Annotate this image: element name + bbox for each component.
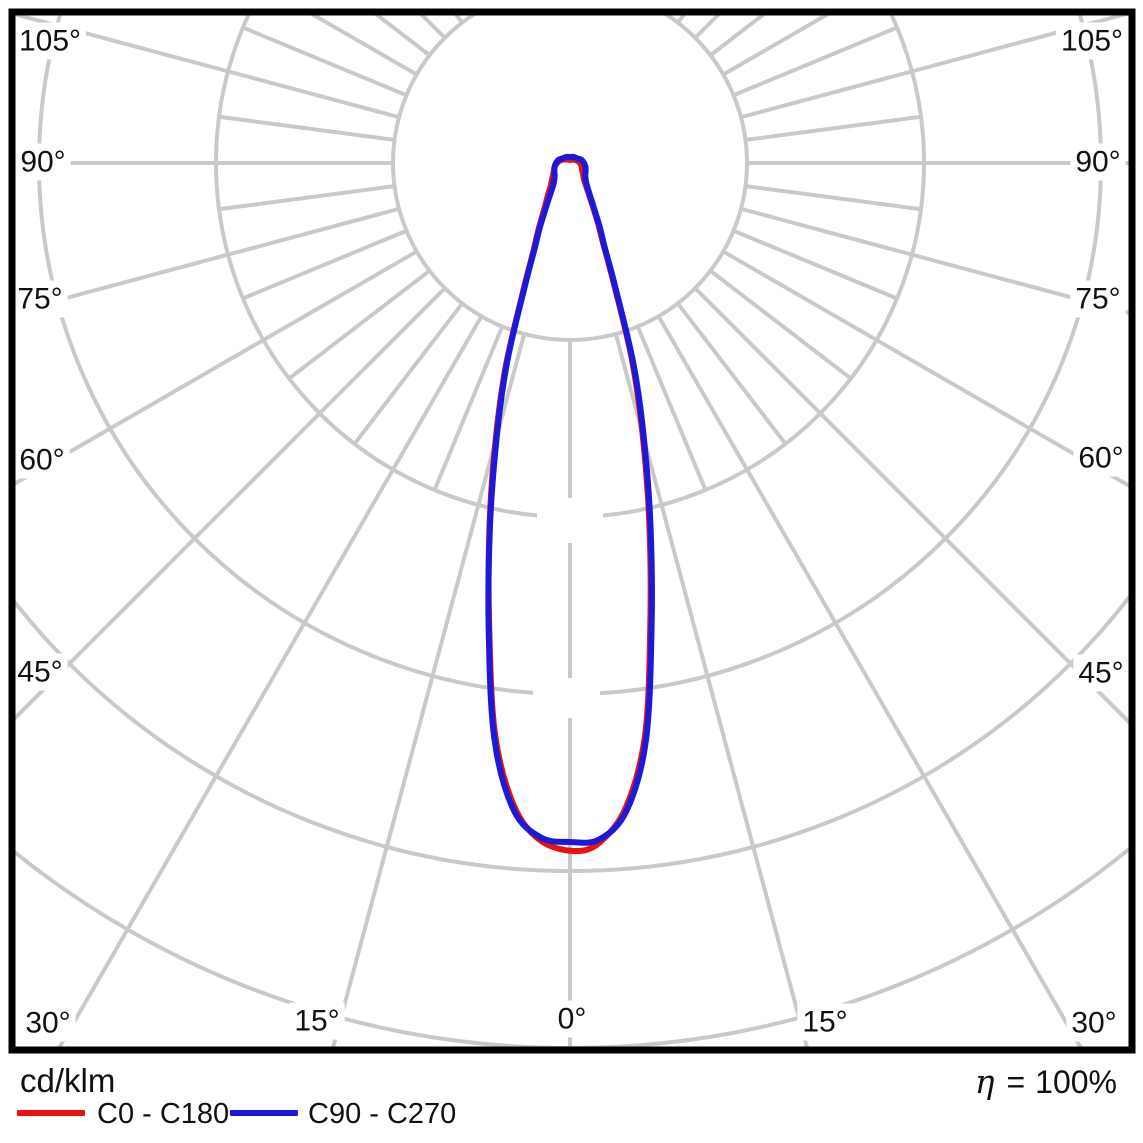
angle-label-bg-7 (1070, 280, 1126, 318)
blank-ring-value-box-0 (537, 498, 603, 543)
legend-swatch-c0 (17, 1110, 85, 1116)
grid-spoke-major-30 (656, 315, 1083, 1048)
angle-label-bg-11 (289, 1002, 345, 1040)
angle-label-bg-3 (15, 441, 70, 479)
angle-label-1: 90° (20, 146, 65, 179)
grid-spoke-minor-247.5 (242, 25, 408, 98)
angle-label-bg-2 (15, 280, 68, 318)
legend-swatch-c90 (230, 1110, 298, 1116)
angle-label-14: 30° (1071, 1007, 1116, 1040)
grid-ring-1 (391, 15, 749, 342)
angle-label-0: 105° (19, 25, 81, 58)
angle-label-bg-12 (552, 1000, 592, 1038)
grid-spoke-minor-232.5 (374, 15, 431, 57)
grid-spoke-major-285 (15, 206, 400, 314)
angle-label-2: 75° (17, 283, 62, 316)
angle-label-7: 75° (1075, 283, 1120, 316)
grid-spoke-major-150 (659, 0, 1143, 10)
angle-label-12: 0° (558, 1003, 587, 1036)
grid-spoke-minor-307.5 (287, 269, 431, 381)
eta-symbol: η (974, 1062, 995, 1101)
grid-spoke-major-75 (740, 206, 1129, 315)
legend-label-c90: C90 - C270 (308, 1098, 457, 1130)
blank-ring-value-box-1 (533, 678, 600, 718)
grid-spoke-major-60 (722, 249, 1129, 488)
angle-label-11: 15° (294, 1005, 339, 1038)
angle-label-3: 60° (19, 444, 64, 477)
grid-spoke-minor-277.5 (218, 184, 395, 212)
angle-label-bg-0 (15, 22, 87, 60)
angle-label-9: 45° (1078, 657, 1123, 690)
angle-label-6: 90° (1075, 146, 1120, 179)
units-label: cd/klm (20, 1062, 116, 1099)
grid-spoke-minor-37.5 (676, 302, 788, 446)
angle-label-13: 15° (802, 1006, 847, 1039)
angle-label-4: 45° (17, 656, 62, 689)
grid-spoke-major-315 (15, 286, 447, 721)
angle-label-bg-8 (1073, 439, 1129, 477)
grid-spoke-minor-112.5 (732, 25, 898, 98)
grid-spoke-minor-262.5 (218, 114, 395, 142)
grid-spoke-major-255 (15, 15, 400, 120)
angle-label-10: 30° (25, 1007, 70, 1040)
efficiency-value: η = 100% (917, 1062, 1117, 1101)
grid-spoke-minor-67.5 (732, 228, 898, 301)
grid-spoke-minor-52.5 (709, 269, 853, 381)
grid-spoke-minor-82.5 (745, 184, 922, 212)
eta-percentage: 100% (1035, 1064, 1117, 1100)
angle-label-bg-4 (15, 653, 68, 691)
grid-spoke-minor-322.5 (352, 302, 464, 446)
angle-label-8: 60° (1078, 442, 1123, 475)
grid-spoke-major-330 (57, 315, 484, 1048)
grid-spoke-major-210 (0, 0, 482, 10)
plot-border (8, 8, 1136, 1054)
angle-label-bg-6 (1070, 143, 1126, 181)
angle-label-bg-13 (797, 1003, 853, 1041)
grid-spoke-minor-127.5 (709, 15, 766, 57)
grid-spoke-minor-292.5 (242, 228, 408, 301)
eta-equals: = (1006, 1064, 1026, 1100)
grid-spoke-major-300 (15, 249, 418, 486)
angle-label-bg-5 (1055, 22, 1129, 60)
grid-spoke-minor-337.5 (432, 325, 505, 491)
grid-spoke-minor-22.5 (635, 325, 708, 491)
grid-spoke-major-105 (740, 15, 1129, 120)
grid-spoke-major-45 (693, 286, 1129, 725)
curve-c90-c270 (485, 153, 655, 846)
legend-label-c0: C0 - C180 (97, 1098, 230, 1130)
angle-label-5: 105° (1061, 25, 1123, 58)
grid-spoke-minor-97.5 (745, 114, 922, 142)
angle-label-bg-14 (1066, 1004, 1122, 1042)
angle-label-bg-10 (20, 1004, 76, 1042)
angle-label-bg-9 (1073, 654, 1129, 692)
angle-label-bg-1 (15, 143, 71, 181)
